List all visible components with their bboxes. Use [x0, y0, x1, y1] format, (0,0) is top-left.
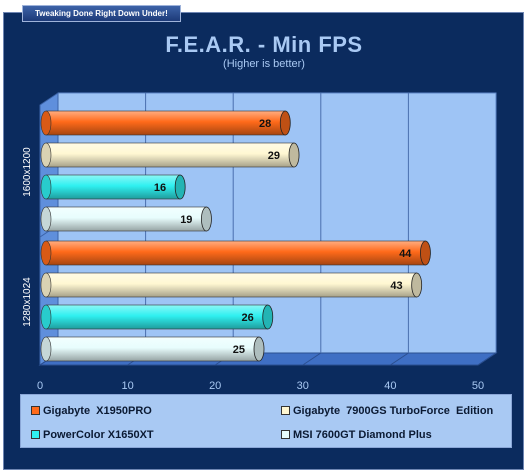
data-label: 44	[399, 248, 412, 260]
floor-gridline	[302, 352, 322, 366]
bar-cap-end	[262, 304, 274, 330]
bar	[45, 110, 286, 136]
x-tick-label: 40	[384, 380, 396, 392]
floor-gridline	[390, 352, 409, 366]
legend-swatch	[31, 406, 40, 415]
data-label: 43	[390, 280, 402, 292]
bar-cap-start	[40, 272, 52, 298]
legend-label: MSI 7600GT Diamond Plus	[293, 429, 432, 441]
x-tick-label: 30	[297, 380, 309, 392]
x-tick-label: 50	[472, 380, 484, 392]
floor-gridline	[477, 352, 497, 366]
data-label: 29	[268, 150, 280, 162]
data-label: 19	[180, 214, 192, 226]
legend-swatch	[281, 406, 290, 415]
category-label: 1600x1200	[22, 147, 33, 197]
chart-subtitle: (Higher is better)	[223, 58, 305, 70]
bar-cap-start	[40, 174, 52, 200]
bar	[45, 336, 260, 362]
site-tagline: Tweaking Done Right Down Under!	[22, 5, 181, 22]
legend: Gigabyte X1950PRO Gigabyte 7900GS TurboFo…	[20, 394, 512, 448]
legend-label: Gigabyte 7900GS TurboForce Edition	[293, 405, 494, 417]
data-label: 25	[233, 344, 245, 356]
category-label: 1280x1024	[22, 277, 33, 327]
bar-cap-end	[420, 240, 431, 266]
bar-cap-end	[288, 142, 300, 168]
bar	[45, 142, 295, 168]
bar-cap-end	[174, 174, 186, 200]
bar	[45, 304, 269, 330]
bar-cap-start	[40, 336, 52, 362]
x-tick-label: 20	[209, 380, 221, 392]
bar-cap-start	[40, 206, 52, 232]
bar-cap-start	[40, 304, 52, 330]
legend-swatch	[281, 430, 290, 439]
bar-cap-end	[253, 336, 265, 362]
bar-cap-start	[40, 110, 52, 136]
bar	[45, 240, 426, 266]
data-label: 26	[242, 312, 254, 324]
bar-cap-start	[40, 240, 52, 266]
bar-cap-start	[40, 142, 52, 168]
data-label: 16	[154, 182, 166, 194]
bar	[45, 272, 417, 298]
data-label: 28	[259, 118, 271, 130]
bar-cap-end	[411, 272, 423, 298]
legend-label: Gigabyte X1950PRO	[43, 405, 152, 417]
bar-cap-end	[279, 110, 291, 136]
chart-title: F.E.A.R. - Min FPS	[165, 32, 363, 57]
legend-label: PowerColor X1650XT	[43, 429, 154, 441]
x-tick-label: 10	[121, 380, 133, 392]
legend-swatch	[31, 430, 40, 439]
x-tick-label: 0	[37, 380, 43, 392]
bar-cap-end	[201, 206, 212, 232]
